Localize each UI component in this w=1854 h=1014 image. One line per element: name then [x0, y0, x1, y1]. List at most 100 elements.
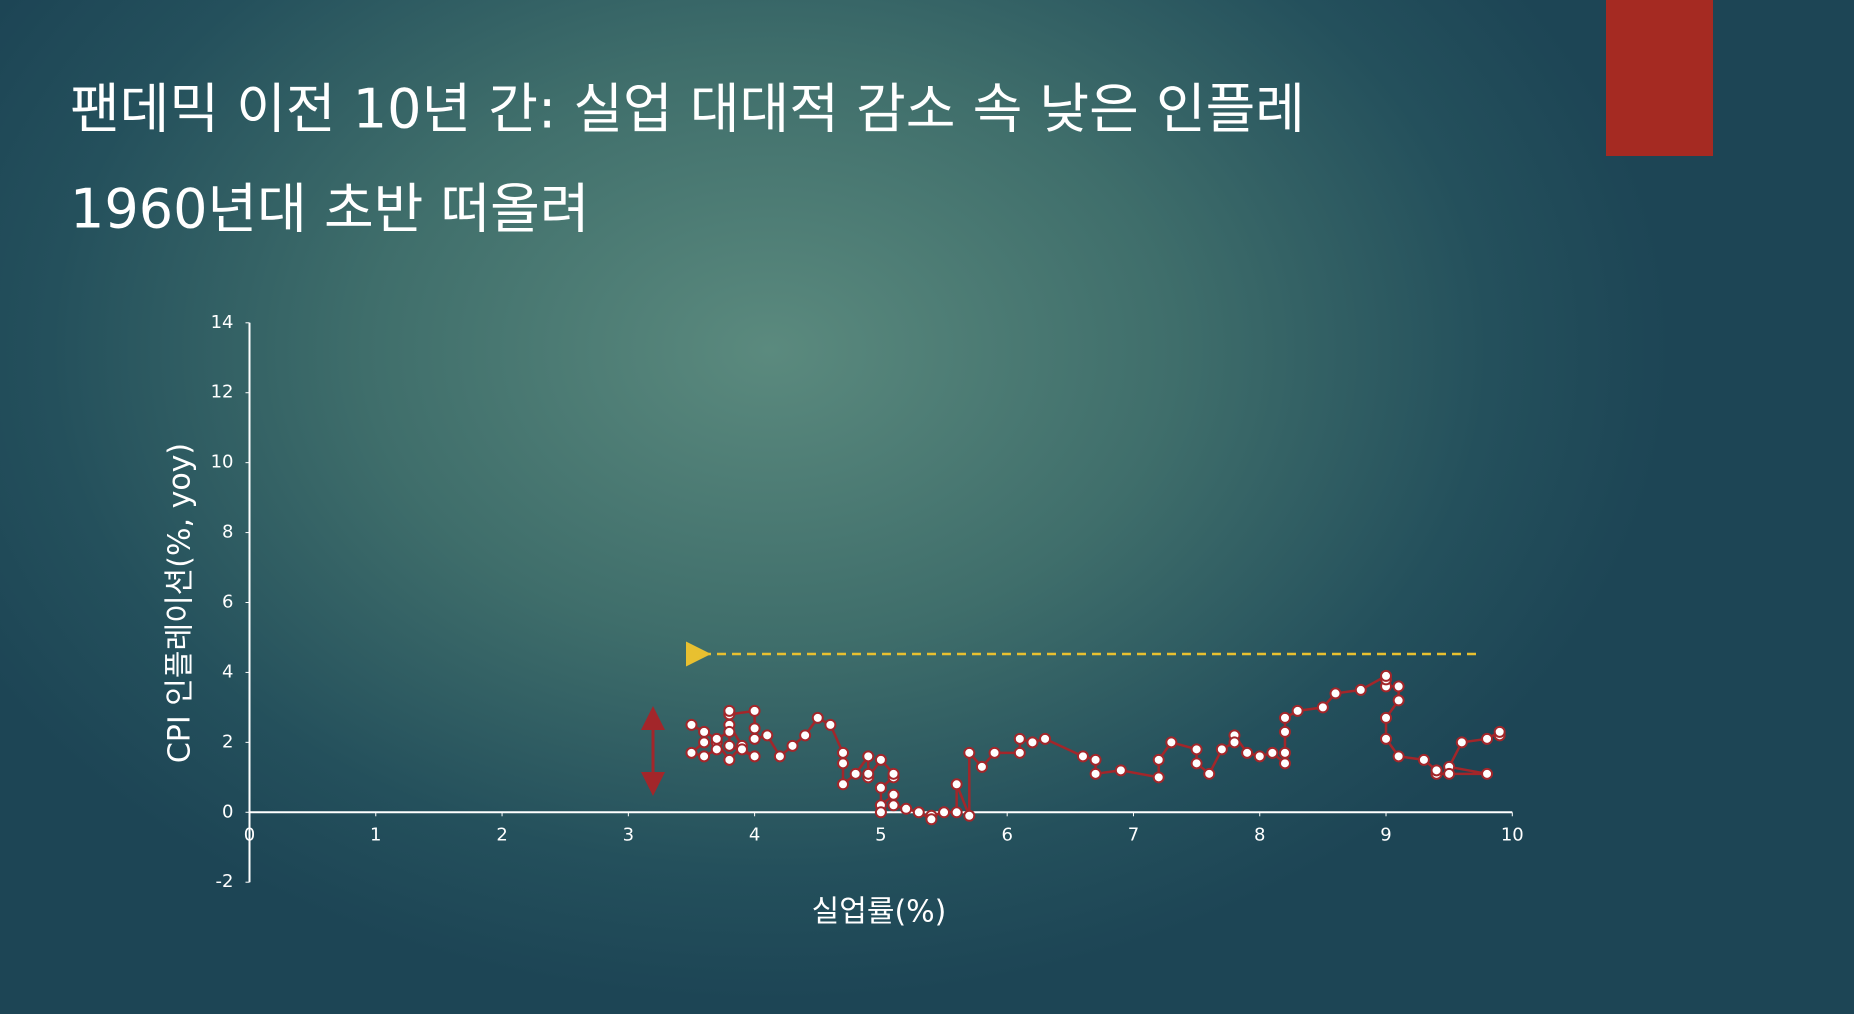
data-point [912, 806, 925, 819]
x-tick-label: 9 [1380, 824, 1391, 845]
data-point [1165, 736, 1178, 749]
data-point [837, 757, 850, 770]
data-point [1392, 680, 1405, 693]
data-point [837, 746, 850, 759]
data-point [1380, 732, 1393, 745]
data-point [748, 722, 761, 735]
accent-block [1606, 0, 1713, 156]
data-point [824, 718, 837, 731]
y-axis-label: CPI 인플레이션(%, yoy) [163, 443, 198, 763]
data-line [688, 673, 1501, 822]
data-point [862, 750, 875, 763]
y-tick-label: 14 [211, 312, 234, 333]
data-point [950, 806, 963, 819]
data-point [938, 806, 951, 819]
data-point [786, 739, 799, 752]
data-point [1380, 669, 1393, 682]
y-tick-label: 8 [222, 522, 233, 543]
y-tick-label: -2 [216, 871, 234, 892]
data-point [1278, 746, 1291, 759]
data-point [698, 750, 711, 763]
data-point [1203, 767, 1216, 780]
data-point [1215, 743, 1228, 756]
data-point [1253, 750, 1266, 763]
x-tick-label: 6 [1001, 824, 1012, 845]
data-point [1228, 736, 1241, 749]
chart-title: 팬데믹 이전 10년 간: 실업 대대적 감소 속 낮은 인플레 [70, 78, 1305, 141]
data-point [988, 746, 1001, 759]
data-point [710, 732, 723, 745]
y-tick-label: 10 [211, 452, 234, 473]
data-point [1278, 711, 1291, 724]
data-point [874, 806, 887, 819]
data-point [849, 767, 862, 780]
data-point [748, 732, 761, 745]
data-point [1114, 764, 1127, 777]
x-tick-label: 5 [875, 824, 886, 845]
data-point [1392, 694, 1405, 707]
data-point [874, 753, 887, 766]
data-point [1076, 750, 1089, 763]
data-point [1190, 757, 1203, 770]
y-tick-label: 0 [222, 801, 233, 822]
data-point [723, 725, 736, 738]
data-point [1380, 711, 1393, 724]
data-point [1152, 771, 1165, 784]
data-point [1152, 753, 1165, 766]
x-tick-label: 3 [623, 824, 634, 845]
data-point [837, 778, 850, 791]
data-point [887, 767, 900, 780]
data-point [963, 746, 976, 759]
data-point [723, 704, 736, 717]
x-tick-label: 1 [370, 824, 381, 845]
x-tick-label: 2 [496, 824, 507, 845]
data-point [735, 743, 748, 756]
data-point [1430, 764, 1443, 777]
x-tick-label: 0 [244, 824, 255, 845]
data-point [1493, 725, 1506, 738]
chart-subtitle: 1960년대 초반 떠올려 [70, 178, 590, 241]
x-tick-label: 7 [1128, 824, 1139, 845]
x-tick-label: 10 [1501, 824, 1524, 845]
y-tick-label: 4 [222, 661, 233, 682]
data-point [748, 704, 761, 717]
data-point [862, 767, 875, 780]
data-point [685, 746, 698, 759]
data-point [698, 736, 711, 749]
data-point [975, 760, 988, 773]
data-point [1013, 746, 1026, 759]
data-point [925, 813, 938, 826]
data-point [1278, 757, 1291, 770]
data-point [1481, 732, 1494, 745]
x-tick-label: 8 [1254, 824, 1265, 845]
data-point [1190, 743, 1203, 756]
data-point [963, 809, 976, 822]
data-point [1443, 767, 1456, 780]
data-point [1039, 732, 1052, 745]
data-point [1241, 746, 1254, 759]
data-point [887, 788, 900, 801]
data-point [1455, 736, 1468, 749]
data-point [710, 743, 723, 756]
data-point [1291, 704, 1304, 717]
y-tick-label: 12 [211, 382, 234, 403]
data-point [698, 725, 711, 738]
data-point [1316, 701, 1329, 714]
data-point [1481, 767, 1494, 780]
data-point [761, 729, 774, 742]
data-point [1354, 683, 1367, 696]
data-point [900, 802, 913, 815]
data-point [1329, 687, 1342, 700]
data-point [1278, 725, 1291, 738]
data-point [1392, 750, 1405, 763]
data-point [811, 711, 824, 724]
data-point [1026, 736, 1039, 749]
data-point [887, 799, 900, 812]
data-point [685, 718, 698, 731]
data-point [799, 729, 812, 742]
data-point [723, 739, 736, 752]
data-point [1089, 753, 1102, 766]
x-axis-label: 실업률(%) [812, 895, 947, 930]
